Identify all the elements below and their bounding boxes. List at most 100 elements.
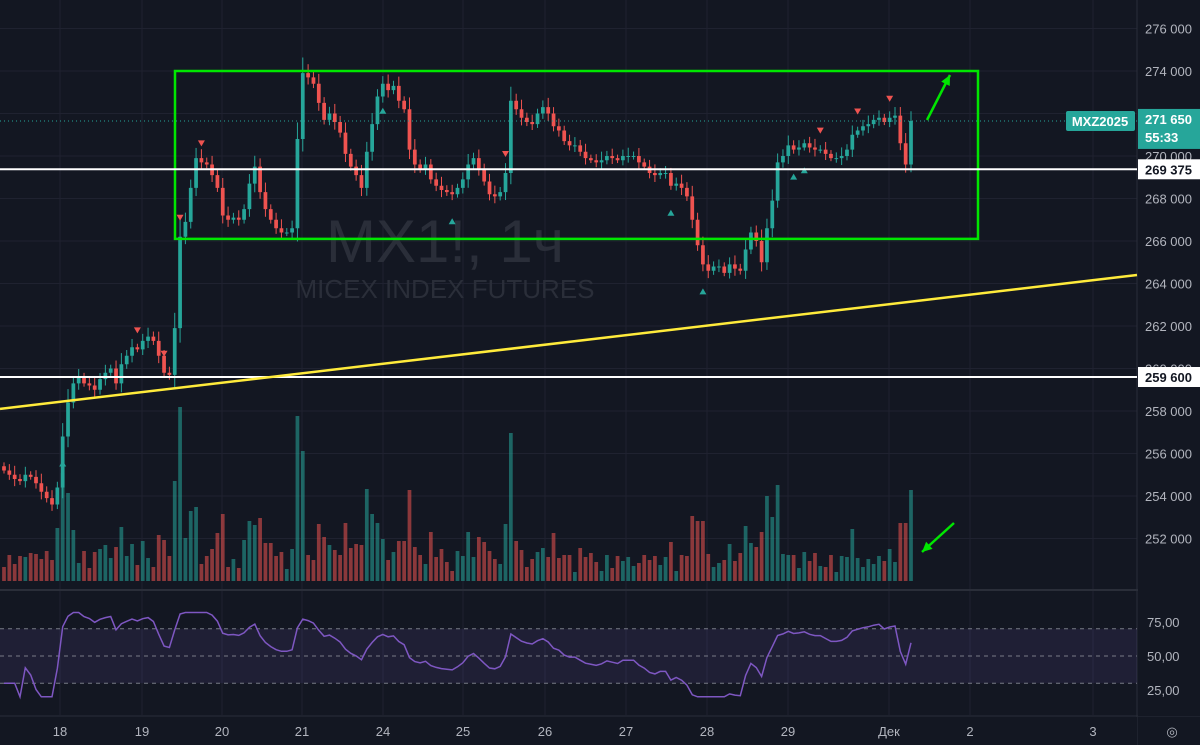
candle-body-95 [508,100,513,173]
volume-bar-54 [290,549,294,581]
candle-body-106 [567,141,572,146]
candle-body-84 [450,192,455,195]
volume-bar-146 [781,554,785,581]
drawing-overlays[interactable] [0,69,1138,553]
candle-body-71 [380,83,385,97]
volume-bar-137 [733,561,737,581]
level-upper-tag-bg [1138,159,1200,180]
volume-bar-44 [236,568,241,581]
time-tick-label: 29 [781,724,795,739]
volume-bar-4 [23,557,28,581]
volume-bar-48 [258,518,262,581]
candle-body-115 [615,158,620,161]
candle-body-31 [167,372,172,375]
candle-body-117 [626,156,631,157]
volume-bar-5 [28,553,33,581]
candle-body-160 [855,130,860,135]
candle-body-157 [839,156,844,159]
volume-bar-89 [476,537,481,581]
candle-body-150 [802,143,807,148]
volume-bar-66 [354,544,358,581]
volume-bar-94 [503,524,508,581]
buy-marker [699,288,707,295]
candle-body-73 [391,85,396,91]
candle-body-36 [194,158,198,188]
volume-bars [2,407,913,581]
candle-body-72 [386,83,391,91]
volume-bar-121 [647,560,652,581]
volume-bar-136 [727,544,732,581]
rsi-tick-label: 25,00 [1147,683,1180,698]
candle-body-162 [866,124,871,127]
volume-bar-86 [460,556,465,581]
volume-bar-93 [498,564,503,581]
candle-body-19 [103,372,108,380]
volume-bar-53 [284,569,289,581]
volume-bar-142 [759,532,764,581]
candle-body-101 [540,107,545,114]
candle-body-104 [557,126,561,131]
level-lower-tag: 259 600 [1145,370,1192,385]
candle-body-118 [631,156,636,157]
volume-bar-52 [279,552,284,581]
volume-bar-103 [551,533,556,581]
volume-bar-101 [540,548,545,581]
sell-marker [886,95,894,102]
volume-bar-23 [124,556,129,581]
candle-body-85 [455,187,460,195]
volume-bar-87 [466,532,471,581]
buy-marker [667,209,675,216]
candle-body-94 [503,173,508,193]
candle-body-79 [423,164,428,169]
price-tick-label: 254 000 [1145,489,1192,504]
price-tick-label: 266 000 [1145,234,1192,249]
candle-body-142 [759,241,764,263]
volume-bar-91 [487,551,492,581]
volume-bar-169 [903,523,908,581]
sell-marker [816,127,824,134]
candle-body-65 [348,153,353,167]
candle-body-8 [44,491,49,499]
volume-bar-170 [909,490,913,581]
candle-body-44 [236,217,241,220]
volume-bar-168 [898,523,903,581]
volume-bar-31 [167,556,172,581]
candle-body-64 [343,132,348,154]
candle-body-108 [578,145,583,152]
volume-bar-164 [877,556,881,581]
candle-body-74 [396,85,401,101]
volume-bar-149 [797,568,801,581]
volume-bar-11 [60,473,65,581]
time-axis[interactable]: 18 19 20 21 24 25 26 27 28 29 Дек 2 3 ◎ [0,717,1178,745]
volume-bar-15 [82,551,86,581]
time-tick-label: 25 [456,724,470,739]
time-tick-label: 3 [1089,724,1096,739]
candle-body-66 [354,166,358,176]
candle-body-149 [797,147,801,150]
watermark-name: MICEX INDEX FUTURES [295,274,594,304]
candle-body-4 [23,474,28,482]
candle-body-107 [573,145,577,147]
candle-body-43 [231,217,236,220]
volume-bar-95 [508,433,513,581]
candle-body-132 [706,264,711,271]
candle-body-35 [188,187,193,222]
volume-bar-111 [594,562,599,581]
candle-body-109 [583,151,588,159]
candle-body-105 [562,130,567,142]
candle-body-102 [546,107,551,114]
candle-body-60 [322,102,326,120]
candle-body-153 [818,149,823,151]
volume-bar-108 [578,548,583,581]
candle-body-30 [162,355,166,373]
arrow-price-head [941,75,950,86]
volume-bar-3 [18,556,22,581]
candle-body-120 [642,162,647,167]
volume-bar-81 [434,557,439,581]
rsi-tick-label: 75,00 [1147,615,1180,630]
candle-body-133 [711,266,716,271]
time-tick-label: 27 [619,724,633,739]
candle-body-57 [306,73,310,78]
